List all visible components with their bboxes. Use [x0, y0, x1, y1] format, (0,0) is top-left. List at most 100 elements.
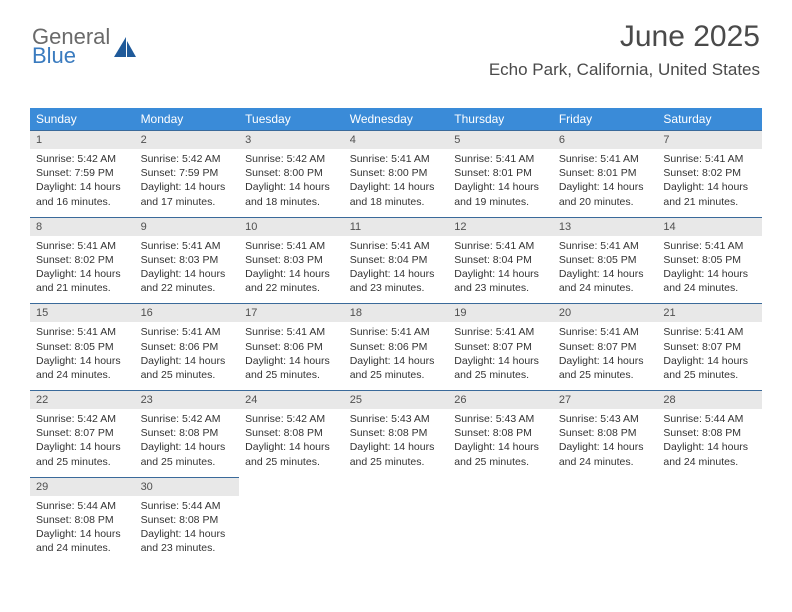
sunset-line: Sunset: 8:06 PM	[245, 340, 338, 354]
day-number: 28	[657, 390, 762, 409]
calendar-cell: 19Sunrise: 5:41 AMSunset: 8:07 PMDayligh…	[448, 303, 553, 390]
sunrise-line: Sunrise: 5:41 AM	[663, 152, 756, 166]
logo-sail-icon	[112, 35, 138, 59]
day-body: Sunrise: 5:41 AMSunset: 8:05 PMDaylight:…	[30, 322, 135, 390]
calendar-cell: 25Sunrise: 5:43 AMSunset: 8:08 PMDayligh…	[344, 390, 449, 477]
sunrise-line: Sunrise: 5:42 AM	[141, 412, 234, 426]
day-number: 22	[30, 390, 135, 409]
location-subtitle: Echo Park, California, United States	[489, 60, 760, 80]
sunrise-line: Sunrise: 5:41 AM	[141, 325, 234, 339]
calendar-cell: 13Sunrise: 5:41 AMSunset: 8:05 PMDayligh…	[553, 217, 658, 304]
daylight-line: Daylight: 14 hours and 23 minutes.	[141, 527, 234, 555]
day-body: Sunrise: 5:41 AMSunset: 8:03 PMDaylight:…	[239, 236, 344, 304]
sunset-line: Sunset: 8:07 PM	[36, 426, 129, 440]
calendar-cell: 29Sunrise: 5:44 AMSunset: 8:08 PMDayligh…	[30, 477, 135, 564]
day-number: 8	[30, 217, 135, 236]
day-number: 19	[448, 303, 553, 322]
day-body: Sunrise: 5:41 AMSunset: 8:03 PMDaylight:…	[135, 236, 240, 304]
sunset-line: Sunset: 8:00 PM	[350, 166, 443, 180]
calendar-cell	[657, 477, 762, 564]
day-number: 3	[239, 130, 344, 149]
sunrise-line: Sunrise: 5:41 AM	[245, 239, 338, 253]
calendar-cell: 12Sunrise: 5:41 AMSunset: 8:04 PMDayligh…	[448, 217, 553, 304]
sunset-line: Sunset: 8:01 PM	[559, 166, 652, 180]
sunrise-line: Sunrise: 5:41 AM	[36, 325, 129, 339]
day-body: Sunrise: 5:41 AMSunset: 8:07 PMDaylight:…	[657, 322, 762, 390]
sunrise-line: Sunrise: 5:41 AM	[454, 325, 547, 339]
calendar-cell: 21Sunrise: 5:41 AMSunset: 8:07 PMDayligh…	[657, 303, 762, 390]
sunset-line: Sunset: 8:08 PM	[245, 426, 338, 440]
day-number: 9	[135, 217, 240, 236]
sunrise-line: Sunrise: 5:41 AM	[454, 152, 547, 166]
day-body: Sunrise: 5:41 AMSunset: 8:01 PMDaylight:…	[448, 149, 553, 217]
daylight-line: Daylight: 14 hours and 25 minutes.	[559, 354, 652, 382]
day-body: Sunrise: 5:41 AMSunset: 8:06 PMDaylight:…	[239, 322, 344, 390]
day-body: Sunrise: 5:42 AMSunset: 8:07 PMDaylight:…	[30, 409, 135, 477]
day-body	[448, 496, 553, 546]
daylight-line: Daylight: 14 hours and 17 minutes.	[141, 180, 234, 208]
sunset-line: Sunset: 8:03 PM	[141, 253, 234, 267]
day-header: Tuesday	[239, 108, 344, 130]
calendar-cell: 24Sunrise: 5:42 AMSunset: 8:08 PMDayligh…	[239, 390, 344, 477]
sunset-line: Sunset: 8:07 PM	[454, 340, 547, 354]
sunset-line: Sunset: 8:07 PM	[663, 340, 756, 354]
day-body: Sunrise: 5:42 AMSunset: 8:08 PMDaylight:…	[239, 409, 344, 477]
day-header: Friday	[553, 108, 658, 130]
calendar-cell: 23Sunrise: 5:42 AMSunset: 8:08 PMDayligh…	[135, 390, 240, 477]
calendar-cell	[239, 477, 344, 564]
sunrise-line: Sunrise: 5:41 AM	[663, 325, 756, 339]
day-body: Sunrise: 5:43 AMSunset: 8:08 PMDaylight:…	[448, 409, 553, 477]
calendar-cell: 3Sunrise: 5:42 AMSunset: 8:00 PMDaylight…	[239, 130, 344, 217]
sunset-line: Sunset: 8:05 PM	[663, 253, 756, 267]
day-number: 14	[657, 217, 762, 236]
calendar-cell: 15Sunrise: 5:41 AMSunset: 8:05 PMDayligh…	[30, 303, 135, 390]
sunset-line: Sunset: 8:01 PM	[454, 166, 547, 180]
month-title: June 2025	[489, 20, 760, 54]
sunset-line: Sunset: 8:06 PM	[350, 340, 443, 354]
daylight-line: Daylight: 14 hours and 25 minutes.	[350, 440, 443, 468]
day-body	[344, 496, 449, 546]
sunset-line: Sunset: 8:05 PM	[559, 253, 652, 267]
calendar-cell: 11Sunrise: 5:41 AMSunset: 8:04 PMDayligh…	[344, 217, 449, 304]
sunrise-line: Sunrise: 5:41 AM	[454, 239, 547, 253]
calendar-week: 8Sunrise: 5:41 AMSunset: 8:02 PMDaylight…	[30, 217, 762, 304]
sunrise-line: Sunrise: 5:41 AM	[36, 239, 129, 253]
calendar-cell: 27Sunrise: 5:43 AMSunset: 8:08 PMDayligh…	[553, 390, 658, 477]
daylight-line: Daylight: 14 hours and 22 minutes.	[245, 267, 338, 295]
day-headers-row: SundayMondayTuesdayWednesdayThursdayFrid…	[30, 108, 762, 130]
day-number: 18	[344, 303, 449, 322]
daylight-line: Daylight: 14 hours and 25 minutes.	[36, 440, 129, 468]
sunrise-line: Sunrise: 5:44 AM	[36, 499, 129, 513]
sunrise-line: Sunrise: 5:42 AM	[245, 152, 338, 166]
day-body: Sunrise: 5:41 AMSunset: 8:07 PMDaylight:…	[448, 322, 553, 390]
calendar-cell: 30Sunrise: 5:44 AMSunset: 8:08 PMDayligh…	[135, 477, 240, 564]
sunset-line: Sunset: 8:00 PM	[245, 166, 338, 180]
sunrise-line: Sunrise: 5:44 AM	[141, 499, 234, 513]
day-number: 27	[553, 390, 658, 409]
day-number: 15	[30, 303, 135, 322]
sunrise-line: Sunrise: 5:41 AM	[559, 152, 652, 166]
daylight-line: Daylight: 14 hours and 20 minutes.	[559, 180, 652, 208]
calendar-cell: 22Sunrise: 5:42 AMSunset: 8:07 PMDayligh…	[30, 390, 135, 477]
daylight-line: Daylight: 14 hours and 19 minutes.	[454, 180, 547, 208]
daylight-line: Daylight: 14 hours and 25 minutes.	[454, 440, 547, 468]
sunrise-line: Sunrise: 5:41 AM	[141, 239, 234, 253]
calendar-cell: 9Sunrise: 5:41 AMSunset: 8:03 PMDaylight…	[135, 217, 240, 304]
calendar-week: 29Sunrise: 5:44 AMSunset: 8:08 PMDayligh…	[30, 477, 762, 564]
sunrise-line: Sunrise: 5:43 AM	[454, 412, 547, 426]
daylight-line: Daylight: 14 hours and 25 minutes.	[141, 440, 234, 468]
day-number: 4	[344, 130, 449, 149]
day-number: 2	[135, 130, 240, 149]
sunrise-line: Sunrise: 5:41 AM	[245, 325, 338, 339]
daylight-line: Daylight: 14 hours and 24 minutes.	[663, 267, 756, 295]
day-body: Sunrise: 5:41 AMSunset: 8:02 PMDaylight:…	[657, 149, 762, 217]
day-body: Sunrise: 5:41 AMSunset: 8:00 PMDaylight:…	[344, 149, 449, 217]
calendar-cell: 14Sunrise: 5:41 AMSunset: 8:05 PMDayligh…	[657, 217, 762, 304]
sunset-line: Sunset: 8:08 PM	[141, 426, 234, 440]
day-number: 10	[239, 217, 344, 236]
day-body: Sunrise: 5:41 AMSunset: 8:06 PMDaylight:…	[344, 322, 449, 390]
day-header: Saturday	[657, 108, 762, 130]
logo: General Blue	[32, 26, 138, 66]
calendar-cell: 17Sunrise: 5:41 AMSunset: 8:06 PMDayligh…	[239, 303, 344, 390]
calendar-week: 1Sunrise: 5:42 AMSunset: 7:59 PMDaylight…	[30, 130, 762, 217]
